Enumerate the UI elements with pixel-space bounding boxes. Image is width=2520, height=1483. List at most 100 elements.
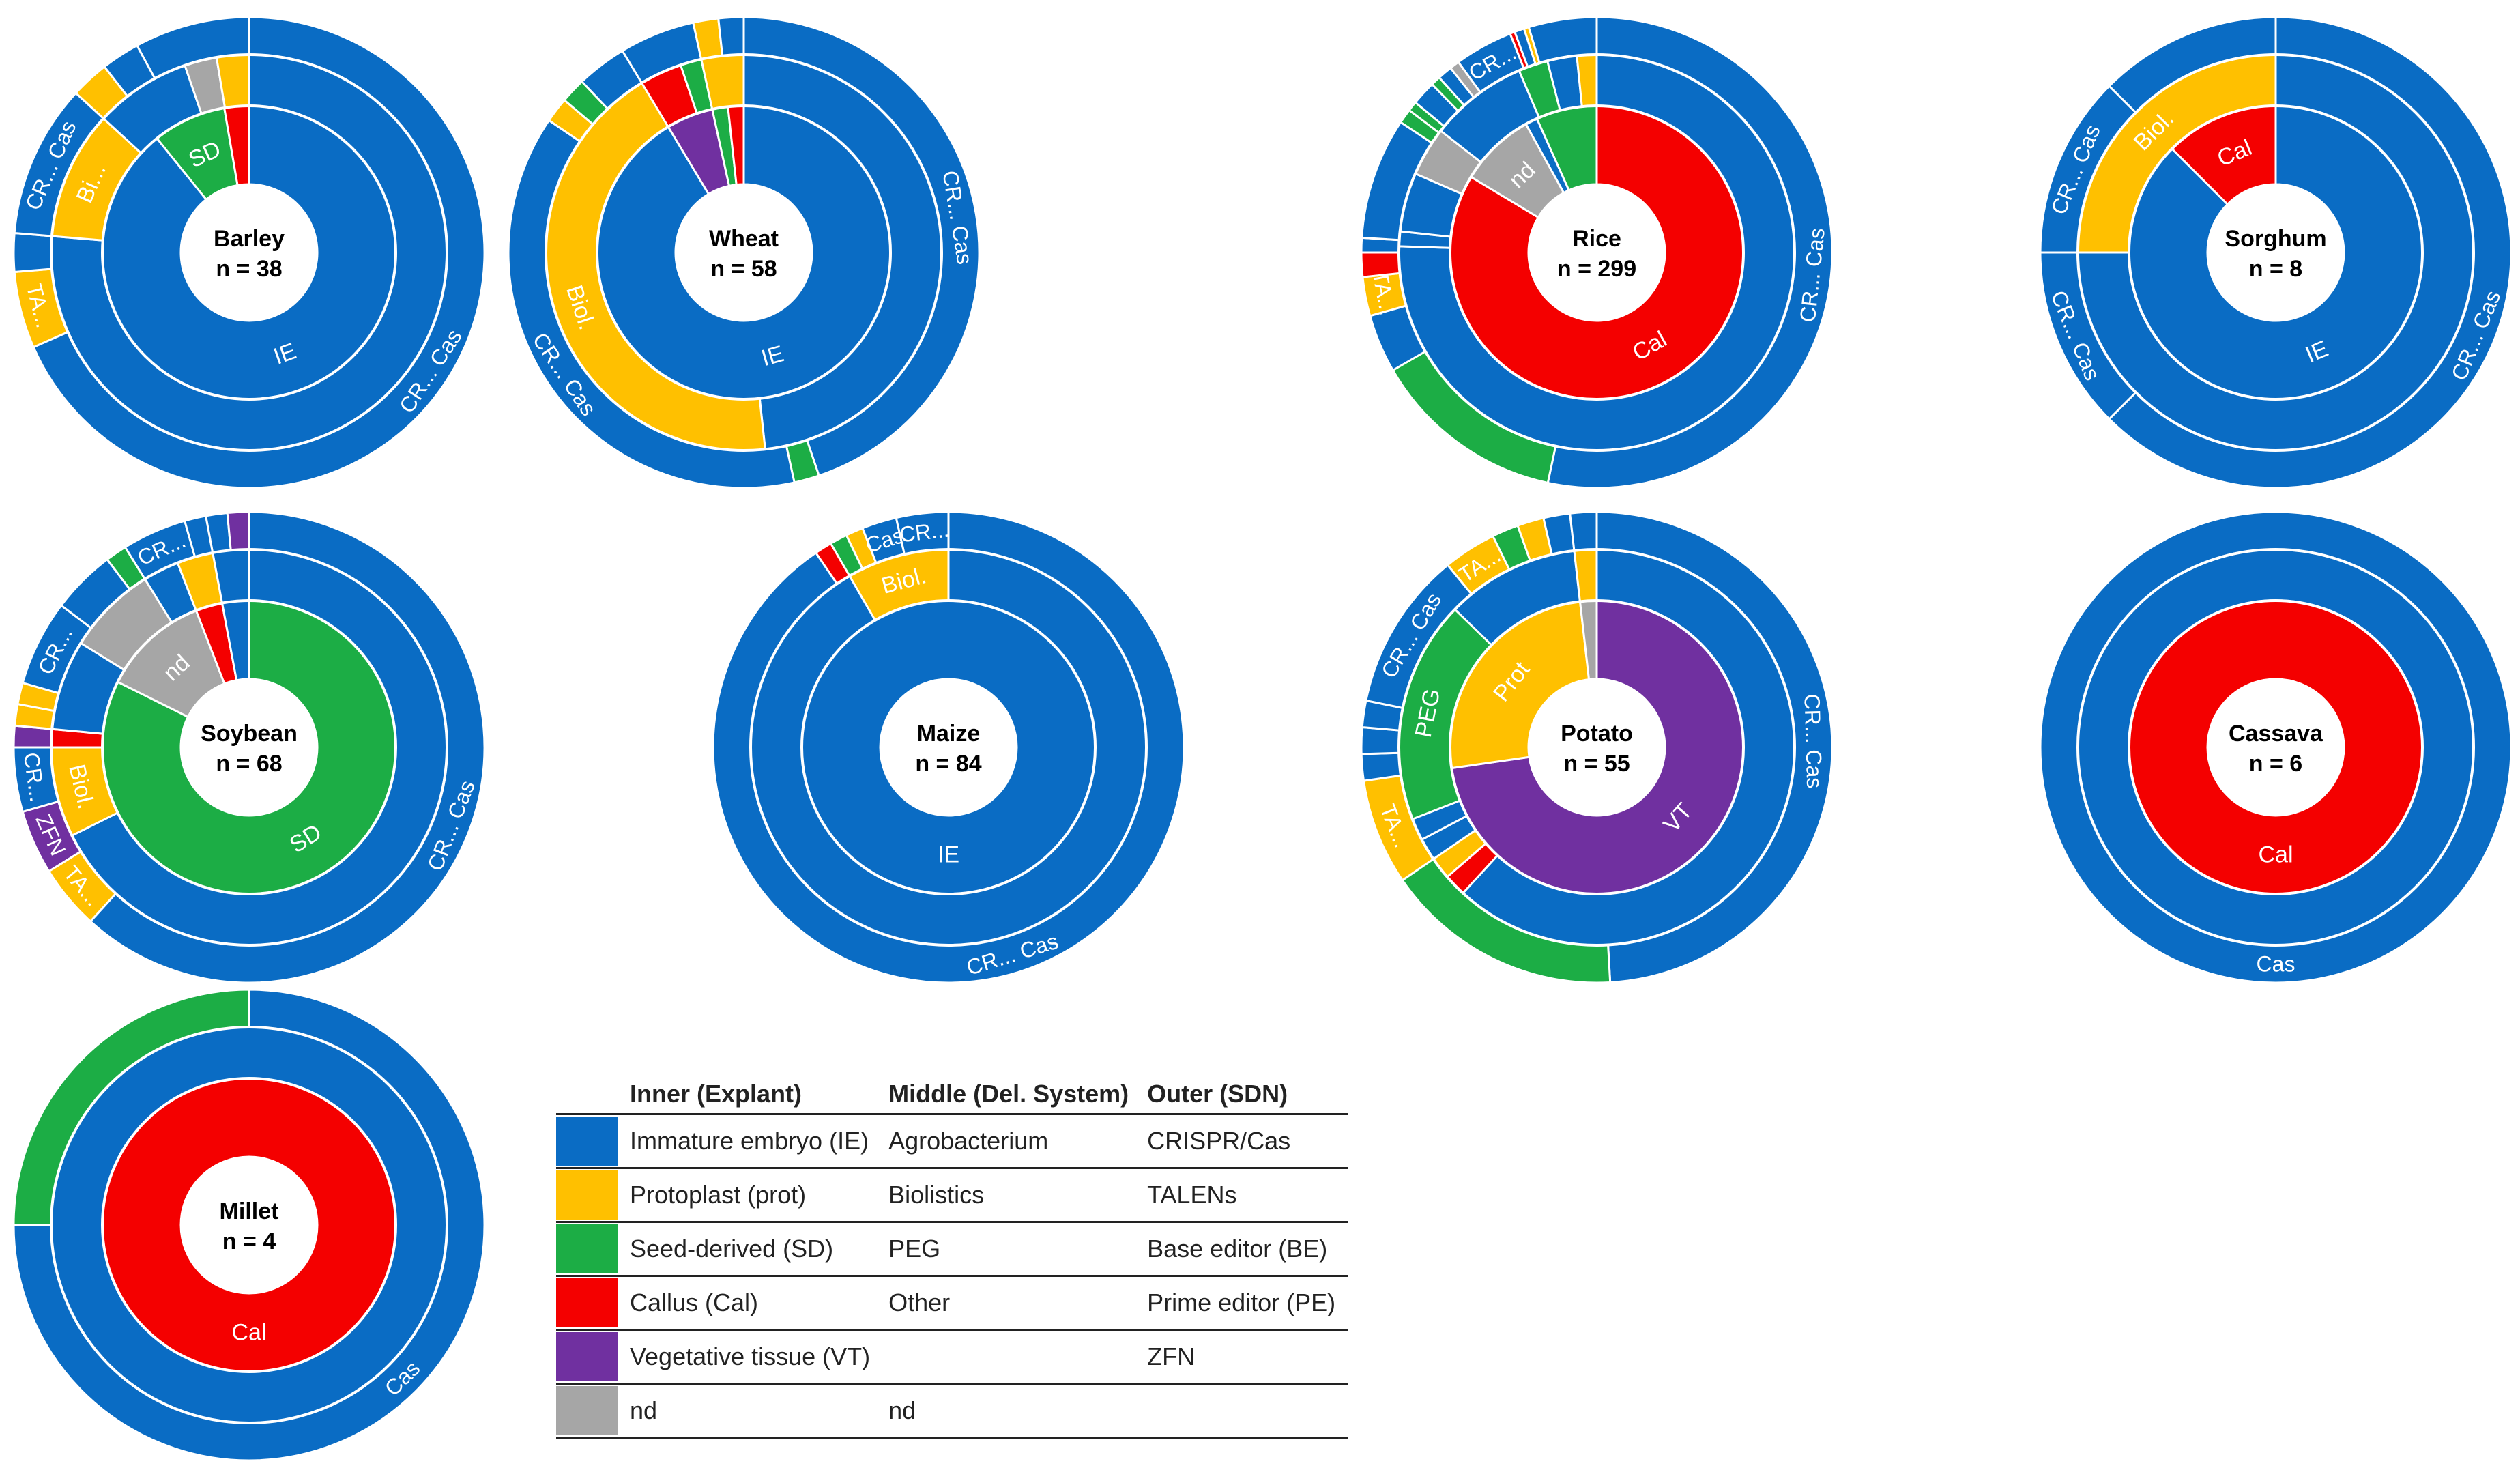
inner-ring-label: IE [938, 842, 959, 868]
ring-separator [1397, 548, 1796, 947]
legend-outer-label: Prime editor (PE) [1143, 1275, 1348, 1330]
legend-header-inner: Inner (Explant) [630, 1080, 802, 1108]
legend-row: Protoplast (prot) Biolistics TALENs [556, 1167, 1348, 1222]
legend-outer-label [1143, 1383, 1348, 1439]
sample-count: n = 84 [915, 751, 981, 777]
legend-inner-label: Seed-derived (SD) [626, 1221, 885, 1276]
inner-ring-label: Cal [2258, 842, 2293, 868]
inner-ring-label: Cal [231, 1320, 266, 1346]
sample-count: n = 55 [1563, 751, 1630, 777]
outer-ring-label: Cas [2257, 952, 2295, 977]
sample-count: n = 299 [1557, 256, 1636, 282]
ring-separator [101, 1077, 397, 1373]
legend-swatch [556, 1275, 626, 1330]
outer-ring-segment [1569, 510, 1598, 552]
legend-inner-label: Protoplast (prot) [626, 1167, 885, 1222]
center-hole [2207, 184, 2344, 321]
legend-row: Vegetative tissue (VT) ZFN [556, 1329, 1348, 1384]
sample-count: n = 6 [2249, 751, 2302, 777]
ring-separator [101, 104, 397, 401]
ring-separator [1449, 104, 1745, 401]
sample-count: n = 58 [710, 256, 777, 282]
legend-swatch [556, 1113, 626, 1168]
ring-separator [1397, 53, 1796, 452]
legend-swatch [556, 1221, 626, 1276]
crop-name: Soybean [201, 721, 298, 747]
legend-middle-label: PEG [884, 1221, 1144, 1276]
ring-separator [2128, 599, 2424, 895]
outer-ring-segment [1360, 251, 1402, 278]
outer-ring-segment [226, 510, 250, 551]
ring-separator [101, 599, 397, 895]
legend-swatch [556, 1383, 626, 1439]
legend-outer-label: Base editor (BE) [1143, 1221, 1348, 1276]
ring-separator [50, 548, 448, 947]
crop-name: Maize [917, 721, 981, 747]
ring-separator [50, 53, 448, 452]
outer-ring-segment [717, 16, 745, 57]
outer-ring-label: CR... Cas [1799, 693, 1827, 789]
ring-separator [1449, 599, 1745, 895]
center-hole [181, 679, 317, 816]
legend-outer-label: TALENs [1143, 1167, 1348, 1222]
sample-count: n = 8 [2249, 256, 2302, 282]
center-hole [880, 679, 1017, 816]
crop-name: Sorghum [2225, 226, 2326, 252]
legend-inner-label: nd [626, 1383, 885, 1439]
crop-name: Cassava [2229, 721, 2323, 747]
legend-swatch [556, 1167, 626, 1222]
outer-ring-label: CR... [898, 517, 950, 547]
legend-row: Immature embryo (IE) Agrobacterium CRISPR/… [556, 1113, 1348, 1168]
legend-outer-label: CRISPR/Cas [1143, 1113, 1348, 1168]
legend-row: Callus (Cal) Other Prime editor (PE) [556, 1275, 1348, 1330]
outer-ring-segment [12, 231, 53, 274]
legend-inner-label: Immature embryo (IE) [626, 1113, 885, 1168]
ring-separator [545, 53, 943, 452]
center-hole [181, 184, 317, 321]
center-hole [676, 184, 812, 321]
legend-swatch [556, 1329, 626, 1384]
outer-ring-segment [1360, 751, 1402, 782]
legend-table: Inner (Explant) Middle (Del. System) Out… [556, 1075, 1348, 1439]
sample-count: n = 38 [216, 256, 282, 282]
legend-header-swatch [556, 1075, 626, 1114]
legend-middle-label: Other [884, 1275, 1144, 1330]
ring-separator [2128, 104, 2424, 401]
center-hole [181, 1157, 317, 1293]
legend-inner-label: Vegetative tissue (VT) [626, 1329, 885, 1384]
sample-count: n = 68 [216, 751, 282, 777]
ring-separator [50, 1026, 448, 1424]
legend-outer-label: ZFN [1143, 1329, 1348, 1384]
legend-header-outer: Outer (SDN) [1147, 1080, 1288, 1108]
center-hole [1529, 679, 1665, 816]
crop-name: Potato [1561, 721, 1633, 747]
center-hole [2207, 679, 2344, 816]
legend-row: nd nd [556, 1383, 1348, 1439]
ring-separator [749, 548, 1148, 947]
crop-name: Barley [214, 226, 285, 252]
ring-separator [800, 599, 1097, 895]
legend-header-middle: Middle (Del. System) [888, 1080, 1129, 1108]
legend-middle-label [884, 1329, 1144, 1384]
legend-middle-label: Agrobacterium [884, 1113, 1144, 1168]
center-hole [1529, 184, 1665, 321]
legend-header-row: Inner (Explant) Middle (Del. System) Out… [556, 1075, 1348, 1114]
sample-count: n = 4 [222, 1228, 276, 1254]
legend-row: Seed-derived (SD) PEG Base editor (BE) [556, 1221, 1348, 1276]
ring-separator [2076, 53, 2475, 452]
crop-name: Rice [1572, 226, 1621, 252]
legend-middle-label: Biolistics [884, 1167, 1144, 1222]
legend-middle-label: nd [884, 1383, 1144, 1439]
ring-separator [2076, 548, 2475, 947]
crop-name: Millet [220, 1198, 279, 1224]
